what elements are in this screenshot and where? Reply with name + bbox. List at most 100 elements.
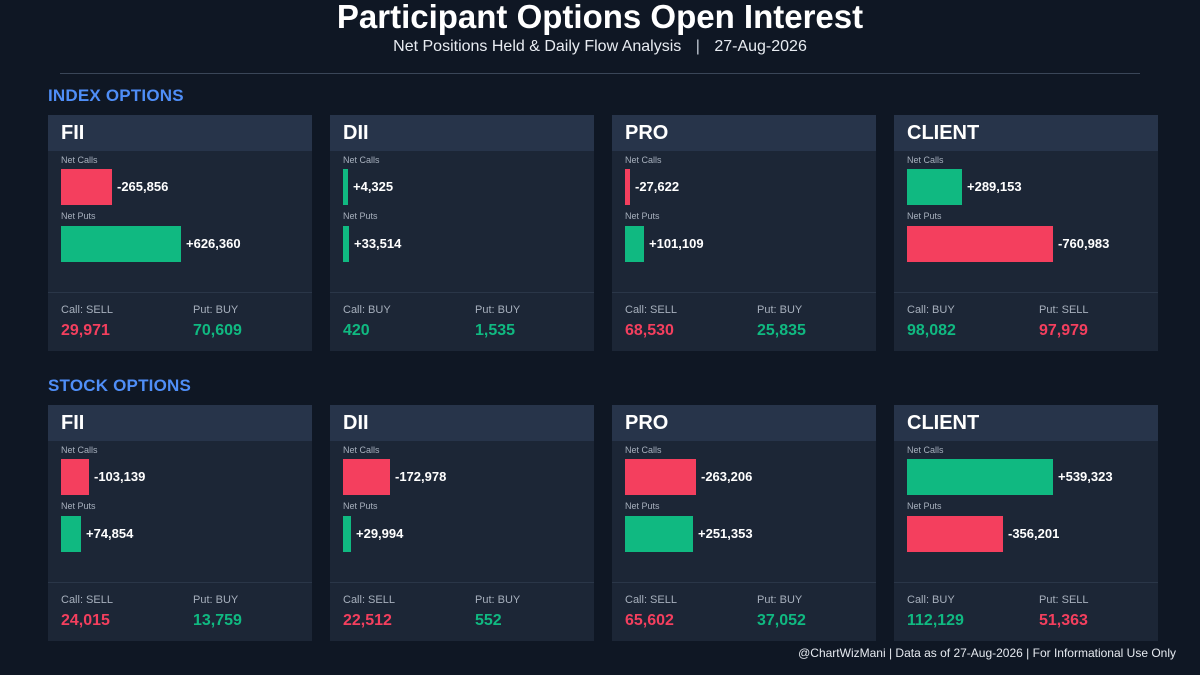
net-calls-value: +289,153 bbox=[967, 179, 1022, 194]
net-puts-value: +101,109 bbox=[649, 236, 704, 251]
net-puts-label: Net Puts bbox=[625, 501, 660, 511]
net-puts-label: Net Puts bbox=[61, 211, 96, 221]
net-calls-value: +4,325 bbox=[353, 179, 394, 194]
call-flow-label: Call: BUY bbox=[343, 304, 391, 316]
net-calls-label: Net Calls bbox=[625, 445, 662, 455]
card-divider bbox=[48, 292, 312, 293]
card-divider bbox=[612, 582, 876, 583]
participant-name: PRO bbox=[612, 115, 876, 151]
net-calls-label: Net Calls bbox=[343, 445, 380, 455]
put-flow-value: 552 bbox=[475, 612, 502, 629]
put-flow-value: 70,609 bbox=[193, 322, 242, 339]
net-calls-bar bbox=[61, 169, 112, 205]
call-flow-value: 24,015 bbox=[61, 612, 110, 629]
section-title-stock-options: STOCK OPTIONS bbox=[48, 376, 192, 395]
net-puts-label: Net Puts bbox=[907, 211, 942, 221]
call-flow-label: Call: SELL bbox=[343, 594, 395, 606]
card-divider bbox=[612, 292, 876, 293]
card-divider bbox=[48, 582, 312, 583]
net-puts-value: -760,983 bbox=[1058, 236, 1110, 251]
call-flow-value: 112,129 bbox=[907, 612, 964, 629]
page-title: Participant Options Open Interest bbox=[336, 0, 864, 35]
net-puts-bar bbox=[343, 226, 349, 262]
participant-name: PRO bbox=[612, 405, 876, 441]
net-puts-label: Net Puts bbox=[343, 501, 378, 511]
net-calls-value: -172,978 bbox=[395, 469, 447, 484]
call-flow-value: 22,512 bbox=[343, 612, 392, 629]
net-puts-bar bbox=[625, 226, 644, 262]
net-calls-label: Net Calls bbox=[61, 445, 98, 455]
participant-card-index-client: CLIENT Net Calls +289,153 Net Puts -760,983 C… bbox=[894, 115, 1158, 351]
call-flow-value: 420 bbox=[343, 322, 370, 339]
net-puts-value: +74,854 bbox=[86, 526, 134, 541]
net-puts-bar bbox=[907, 226, 1053, 262]
put-flow-label: Put: BUY bbox=[475, 594, 521, 606]
call-flow-label: Call: BUY bbox=[907, 304, 955, 316]
call-flow-label: Call: SELL bbox=[61, 304, 113, 316]
net-calls-value: -265,856 bbox=[117, 179, 169, 194]
participant-name: DII bbox=[330, 115, 594, 151]
net-puts-bar bbox=[625, 516, 693, 552]
subtitle-description: Net Positions Held & Daily Flow Analysis bbox=[393, 38, 682, 55]
net-calls-value: -27,622 bbox=[635, 179, 680, 194]
put-flow-label: Put: SELL bbox=[1039, 594, 1089, 606]
put-flow-label: Put: SELL bbox=[1039, 304, 1089, 316]
card-divider bbox=[894, 582, 1158, 583]
net-puts-label: Net Puts bbox=[625, 211, 660, 221]
net-puts-value: -356,201 bbox=[1008, 526, 1060, 541]
net-puts-label: Net Puts bbox=[343, 211, 378, 221]
put-flow-value: 25,835 bbox=[757, 322, 806, 339]
net-puts-bar bbox=[343, 516, 351, 552]
subtitle-separator: | bbox=[695, 38, 700, 55]
net-calls-bar bbox=[343, 459, 390, 495]
participant-card-index-pro: PRO Net Calls -27,622 Net Puts +101,109 Call:… bbox=[612, 115, 876, 351]
net-calls-bar bbox=[907, 459, 1053, 495]
participant-card-index-dii: DII Net Calls +4,325 Net Puts +33,514 Call: B… bbox=[330, 115, 594, 351]
net-calls-bar bbox=[625, 459, 696, 495]
participant-name: FII bbox=[48, 405, 312, 441]
put-flow-label: Put: BUY bbox=[757, 304, 803, 316]
page-subtitle: Net Positions Held & Daily Flow Analysis… bbox=[0, 38, 1200, 56]
put-flow-label: Put: BUY bbox=[193, 304, 239, 316]
put-flow-value: 1,535 bbox=[475, 322, 516, 339]
net-calls-bar bbox=[907, 169, 962, 205]
participant-card-stock-fii: FII Net Calls -103,139 Net Puts +74,854 Call:… bbox=[48, 405, 312, 641]
net-calls-label: Net Calls bbox=[907, 155, 944, 165]
footer-note: @ChartWizMani | Data as of 27-Aug-2026 |… bbox=[798, 646, 1176, 660]
participant-card-stock-client: CLIENT Net Calls +539,323 Net Puts -356,201 C… bbox=[894, 405, 1158, 641]
put-flow-value: 37,052 bbox=[757, 612, 806, 629]
net-puts-bar bbox=[907, 516, 1003, 552]
card-divider bbox=[894, 292, 1158, 293]
net-calls-value: -263,206 bbox=[701, 469, 753, 484]
section-title-index-options: INDEX OPTIONS bbox=[48, 86, 184, 105]
subtitle-date: 27-Aug-2026 bbox=[714, 38, 807, 55]
put-flow-label: Put: BUY bbox=[475, 304, 521, 316]
net-puts-value: +626,360 bbox=[186, 236, 241, 251]
net-puts-bar bbox=[61, 516, 81, 552]
call-flow-label: Call: SELL bbox=[625, 594, 677, 606]
card-divider bbox=[330, 582, 594, 583]
net-puts-label: Net Puts bbox=[61, 501, 96, 511]
participant-name: CLIENT bbox=[894, 405, 1158, 441]
participant-card-index-fii: FII Net Calls -265,856 Net Puts +626,360 Call… bbox=[48, 115, 312, 351]
put-flow-value: 13,759 bbox=[193, 612, 242, 629]
put-flow-value: 97,979 bbox=[1039, 322, 1088, 339]
call-flow-value: 98,082 bbox=[907, 322, 956, 339]
call-flow-value: 29,971 bbox=[61, 322, 110, 339]
net-calls-label: Net Calls bbox=[625, 155, 662, 165]
net-calls-label: Net Calls bbox=[61, 155, 98, 165]
call-flow-label: Call: BUY bbox=[907, 594, 955, 606]
net-puts-value: +33,514 bbox=[354, 236, 402, 251]
participant-name: DII bbox=[330, 405, 594, 441]
net-puts-bar bbox=[61, 226, 181, 262]
participant-card-stock-dii: DII Net Calls -172,978 Net Puts +29,994 Call:… bbox=[330, 405, 594, 641]
net-calls-bar bbox=[343, 169, 348, 205]
participant-card-stock-pro: PRO Net Calls -263,206 Net Puts +251,353 Call… bbox=[612, 405, 876, 641]
net-calls-bar bbox=[61, 459, 89, 495]
net-calls-bar bbox=[625, 169, 630, 205]
call-flow-label: Call: SELL bbox=[61, 594, 113, 606]
participant-name: CLIENT bbox=[894, 115, 1158, 151]
index-options-cards: FII Net Calls -265,856 Net Puts +626,360 Call… bbox=[48, 115, 1158, 351]
net-puts-value: +251,353 bbox=[698, 526, 753, 541]
net-calls-value: -103,139 bbox=[94, 469, 146, 484]
